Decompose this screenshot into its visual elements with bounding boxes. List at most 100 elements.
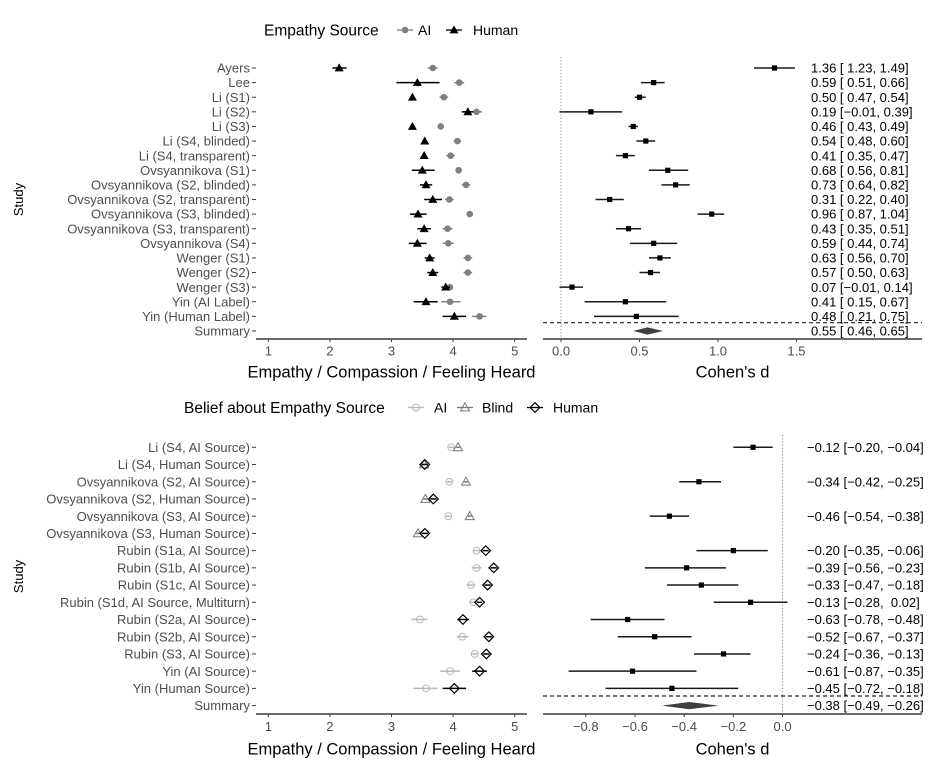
point-ai — [437, 123, 445, 130]
point-ai — [440, 93, 448, 101]
effect-point — [698, 582, 704, 588]
legend-label-ai: AI — [418, 22, 431, 38]
x-axis-title: Empathy / Compassion / Feeling Heard — [248, 741, 536, 759]
effect-point — [625, 616, 631, 623]
study-label: Rubin (S1a, AI Source) — [117, 543, 250, 558]
point-human — [480, 648, 492, 660]
point-human — [412, 238, 422, 247]
x-tick-label: 5 — [511, 344, 518, 359]
point-human — [473, 665, 486, 677]
point-human — [407, 92, 417, 101]
point-human — [448, 682, 460, 695]
effect-point — [657, 255, 663, 261]
point-ai — [444, 240, 452, 247]
point-ai — [447, 443, 456, 452]
y-axis-title: Study — [11, 559, 26, 593]
point-human — [412, 78, 422, 87]
study-label: Li (S3) — [212, 119, 250, 134]
panel-bottom-right-effect-sizes: −0.8 −0.6 −0.4 −0.2 0.0 Cohen's d −0.12 [−0.20… — [543, 435, 924, 759]
legend-title: Belief about Empathy Source — [184, 400, 385, 417]
point-blind — [460, 476, 472, 486]
x-tick-label: 2 — [326, 344, 333, 359]
effect-point — [720, 651, 727, 657]
x-tick-label: 1 — [265, 344, 272, 359]
x-tick-label: 1.0 — [709, 344, 727, 359]
point-ai — [446, 298, 454, 306]
summary-label: −0.38 [−0.49, −0.26] — [807, 698, 924, 713]
effect-point — [696, 479, 702, 485]
effect-point — [625, 226, 632, 232]
point-ai — [464, 269, 472, 276]
effect-label: 0.63 [ 0.56, 0.70] — [811, 251, 909, 266]
x-tick-label: 0.0 — [774, 719, 792, 734]
study-label: Lee — [228, 75, 250, 90]
effect-point — [666, 513, 673, 519]
legend-key-blind — [457, 401, 473, 412]
effect-label: −0.34 [−0.42, −0.25] — [807, 474, 924, 489]
summary-label: 0.55 [ 0.46, 0.65] — [811, 324, 909, 339]
point-ai — [462, 181, 470, 189]
study-label: Li (S4, transparent) — [139, 148, 250, 163]
effect-label: 0.41 [ 0.15, 0.67] — [811, 294, 909, 309]
point-human — [457, 613, 469, 626]
effect-label: 0.59 [ 0.51, 0.66] — [811, 75, 909, 90]
x-tick-label: −0.6 — [622, 719, 648, 734]
effect-label: 0.48 [ 0.21, 0.75] — [811, 309, 909, 324]
effect-point — [629, 668, 636, 674]
study-label: Wenger (S2) — [177, 265, 250, 280]
x-tick-label: 3 — [388, 719, 395, 734]
x-tick-label: −0.8 — [573, 719, 599, 734]
point-human — [419, 527, 431, 540]
point-human — [449, 311, 459, 320]
point-ai — [470, 650, 479, 658]
study-label: Yin (Human Source) — [133, 681, 250, 696]
legend-title: Empathy Source — [264, 22, 379, 39]
point-human — [419, 224, 429, 233]
study-label: Li (S4, Human Source) — [118, 457, 250, 472]
effect-label: 0.54 [ 0.48, 0.60] — [811, 134, 909, 149]
effect-label: 0.57 [ 0.50, 0.63] — [811, 265, 909, 280]
study-label: Wenger (S3) — [177, 280, 250, 295]
study-label: Li (S1) — [212, 90, 250, 105]
effect-label: −0.33 [−0.47, −0.18] — [807, 578, 924, 593]
study-label: Ayers — [217, 61, 250, 76]
effect-point — [636, 94, 643, 100]
open-circle-icon — [412, 403, 420, 412]
effect-point — [630, 123, 636, 130]
effect-label: −0.52 [−0.67, −0.37] — [807, 629, 924, 644]
point-human — [463, 107, 473, 116]
effect-label: −0.20 [−0.35, −0.06] — [807, 543, 924, 558]
filled-triangle-icon — [449, 25, 459, 34]
study-label: Ovsyannikova (S3, AI Source) — [77, 509, 250, 524]
effect-point — [771, 65, 778, 71]
point-human — [419, 458, 431, 471]
effect-point — [652, 634, 658, 640]
x-tick-label: −0.2 — [721, 719, 747, 734]
point-human — [407, 121, 417, 130]
legend-key-ai — [397, 26, 413, 34]
panel-bottom-left-ratings: Li (S4, AI Source) Li (S4, Human Source) O… — [11, 440, 535, 759]
study-label: Summary — [194, 698, 250, 713]
point-human — [334, 63, 344, 72]
point-ai — [466, 210, 474, 218]
effect-point — [569, 284, 575, 290]
point-ai — [444, 512, 453, 521]
x-tick-label: 0.5 — [630, 344, 648, 359]
point-human — [428, 194, 438, 203]
study-label: Ovsyannikova (S4) — [140, 236, 250, 251]
effect-point — [684, 565, 690, 571]
study-label: Rubin (S2b, AI Source) — [117, 629, 250, 644]
effect-label: −0.13 [−0.28, 0.02] — [807, 595, 920, 610]
summary-diamond — [633, 327, 664, 335]
study-label: Li (S4, AI Source) — [148, 440, 250, 455]
point-ai — [472, 563, 481, 572]
point-human — [425, 253, 435, 262]
effect-label: 0.59 [ 0.44, 0.74] — [811, 236, 909, 251]
study-label: Ovsyannikova (S2, transparent) — [67, 192, 250, 207]
point-human — [473, 596, 486, 608]
point-human — [427, 493, 440, 505]
point-human — [441, 282, 451, 291]
study-label: Rubin (S2a, AI Source) — [117, 612, 250, 627]
effect-label: 0.41 [ 0.35, 0.47] — [811, 148, 909, 163]
